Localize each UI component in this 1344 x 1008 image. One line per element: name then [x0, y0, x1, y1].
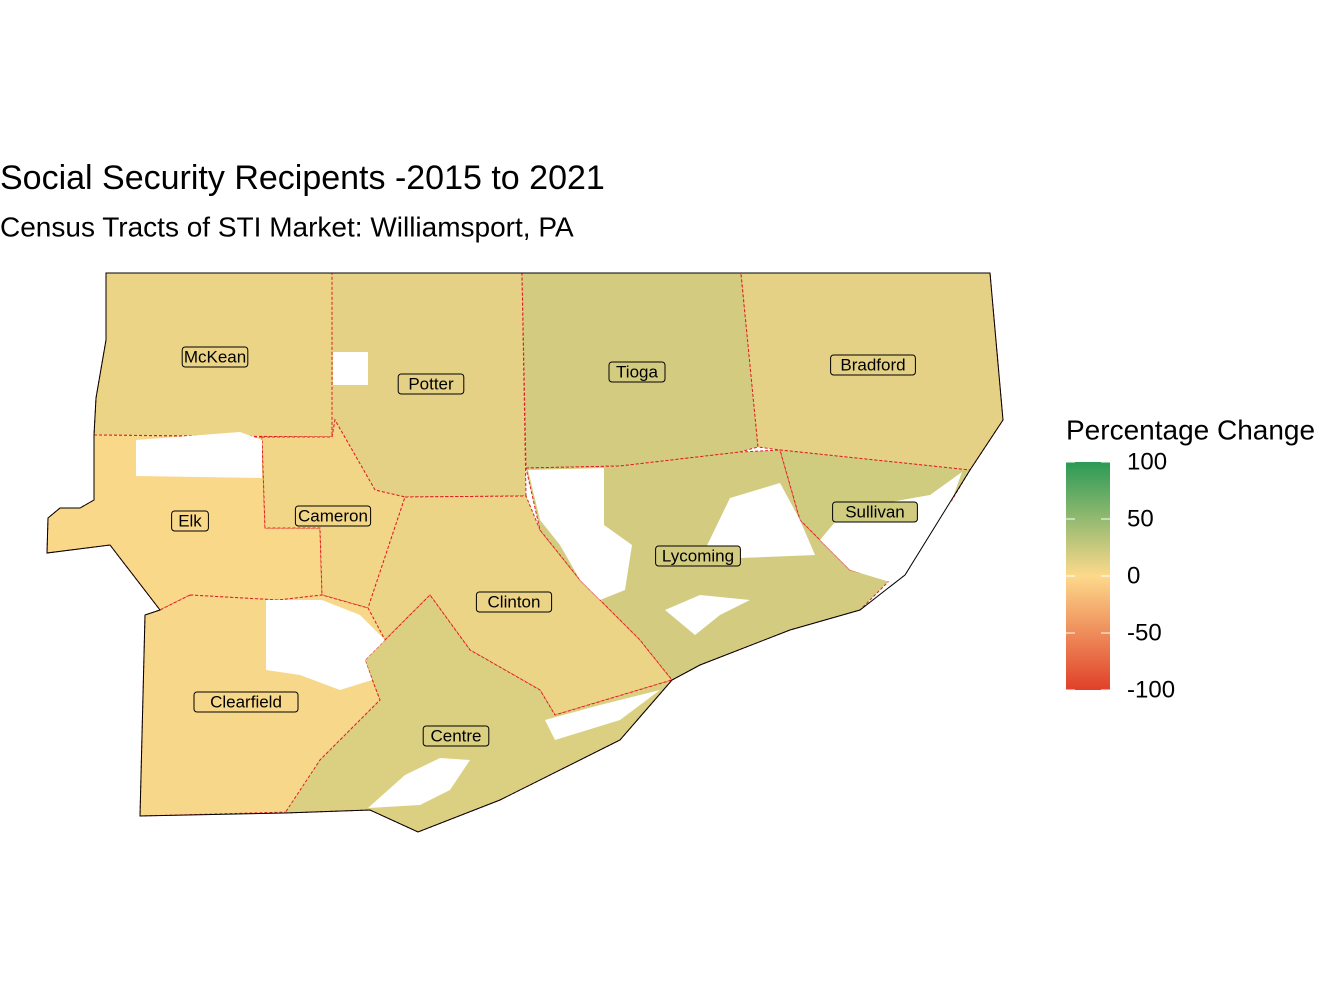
- study-area-outline: [46, 272, 1004, 833]
- no-data-area: [665, 595, 750, 635]
- no-data-area: [136, 432, 262, 478]
- no-data-area: [368, 758, 470, 808]
- no-data-area: [545, 690, 660, 740]
- no-data-area: [266, 600, 385, 690]
- region-label: Potter: [408, 374, 454, 393]
- legend-tick-label: -100: [1127, 676, 1175, 703]
- no-data-areas: [136, 352, 962, 808]
- no-data-area: [333, 352, 368, 385]
- region-label-box: [832, 501, 918, 523]
- region-label-box: [830, 354, 916, 376]
- region-label-box: [397, 373, 465, 395]
- region-label-box: [608, 361, 666, 383]
- legend-tick-label: 0: [1127, 562, 1140, 589]
- map-subtitle: Census Tracts of STI Market: Williamspor…: [0, 211, 574, 242]
- region-label-box: [655, 545, 741, 567]
- legend-tick-label: 100: [1127, 448, 1167, 475]
- legend-ticks: 100 50 0 -50 -100: [1066, 448, 1175, 703]
- region-label: McKean: [184, 347, 246, 366]
- region-label-box: [193, 691, 299, 713]
- region-label: Elk: [178, 511, 202, 530]
- region-label: Cameron: [298, 506, 368, 525]
- region-label: Sullivan: [845, 502, 905, 521]
- region-label-box: [475, 591, 553, 613]
- no-data-area: [700, 483, 815, 560]
- region-label-box: [181, 346, 249, 368]
- region-label: Lycoming: [662, 546, 734, 565]
- no-data-area: [820, 472, 962, 582]
- region-label-box: [171, 510, 209, 532]
- region-label: Tioga: [616, 362, 658, 381]
- region-label: Centre: [430, 726, 481, 745]
- region-label: Clinton: [488, 592, 541, 611]
- legend-title: Percentage Change: [1066, 414, 1315, 445]
- region-label: Bradford: [840, 355, 905, 374]
- region-label-box: [422, 725, 490, 747]
- legend-tick-label: -50: [1127, 619, 1162, 646]
- legend-tick-label: 50: [1127, 505, 1154, 532]
- map-title: Social Security Recipents -2015 to 2021: [0, 159, 605, 197]
- region-label: Clearfield: [210, 692, 282, 711]
- region-label-box: [294, 505, 372, 527]
- no-data-area: [528, 468, 632, 600]
- region-labels: McKean Potter Tioga Bradford Elk Cameron Clint…: [171, 346, 918, 747]
